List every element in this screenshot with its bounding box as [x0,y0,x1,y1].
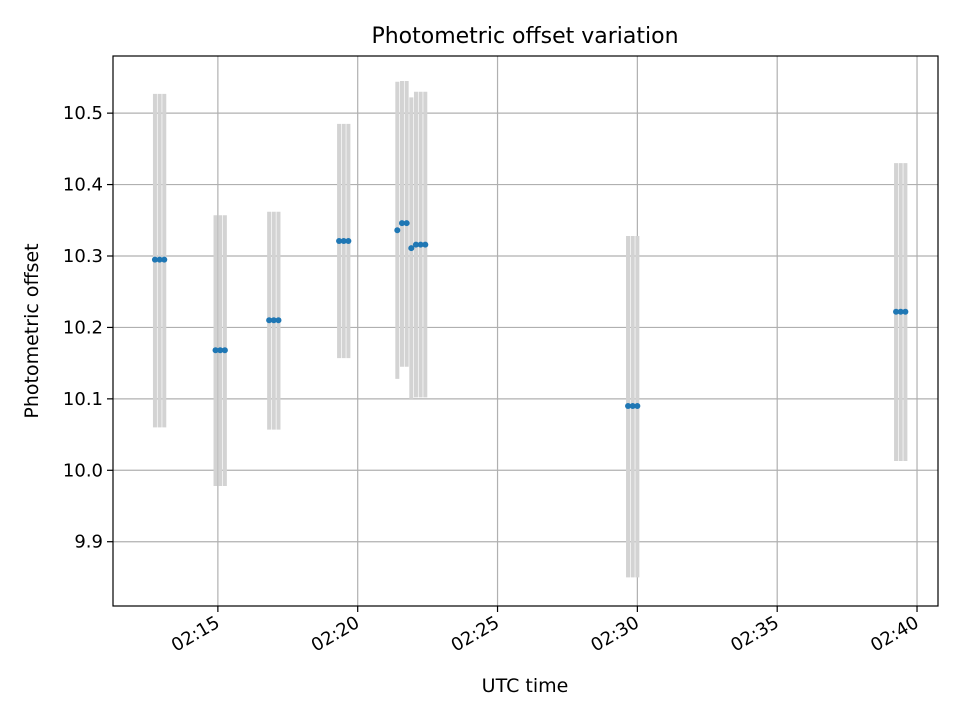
data-point [340,238,347,244]
y-tick-label: 10.4 [63,175,103,196]
data-point [156,256,163,263]
y-tick-label: 10.2 [63,317,103,338]
x-tick-label: 02:30 [587,612,642,656]
data-point [266,317,273,324]
x-tick-label: 02:35 [727,612,782,656]
data-point [408,245,415,252]
x-axis: 02:15 02:20 02:25 02:30 02:35 02:40 [168,606,923,656]
data-point [893,308,900,315]
x-tick-label: 02:25 [448,612,503,656]
data-point [270,317,277,324]
data-point [625,403,632,409]
data-point [634,403,641,409]
data-point [394,227,401,234]
x-tick-label: 02:20 [308,612,363,656]
y-tick-label: 10.5 [63,103,103,124]
plot-frame [112,55,939,607]
data-point [902,308,909,315]
data-point [417,241,424,248]
x-tick-label: 02:40 [867,612,922,656]
error-bars [152,81,908,578]
y-tick-label: 10.1 [63,389,103,410]
y-axis-label: Photometric offset [21,243,43,418]
data-point [275,317,282,324]
data-point [336,238,343,244]
data-point [221,347,228,354]
data-point [151,256,158,263]
chart-title: Photometric offset variation [371,24,678,49]
data-point [403,220,410,227]
data-point [897,308,904,315]
data-point [345,238,352,244]
y-tick-label: 10.3 [63,246,103,267]
data-point [212,347,219,354]
data-points [151,220,909,409]
y-tick-label: 9.9 [74,532,103,553]
data-point [217,347,224,354]
data-point [161,256,168,263]
y-axis: 9.9 10.0 10.1 10.2 10.3 10.4 10.5 [63,103,113,553]
data-point [422,241,429,248]
y-tick-label: 10.0 [63,460,103,481]
data-point [412,241,419,248]
x-axis-label: UTC time [482,675,569,697]
data-point [398,220,405,227]
data-point [629,403,636,409]
x-tick-label: 02:15 [168,612,223,656]
grid [113,56,938,606]
